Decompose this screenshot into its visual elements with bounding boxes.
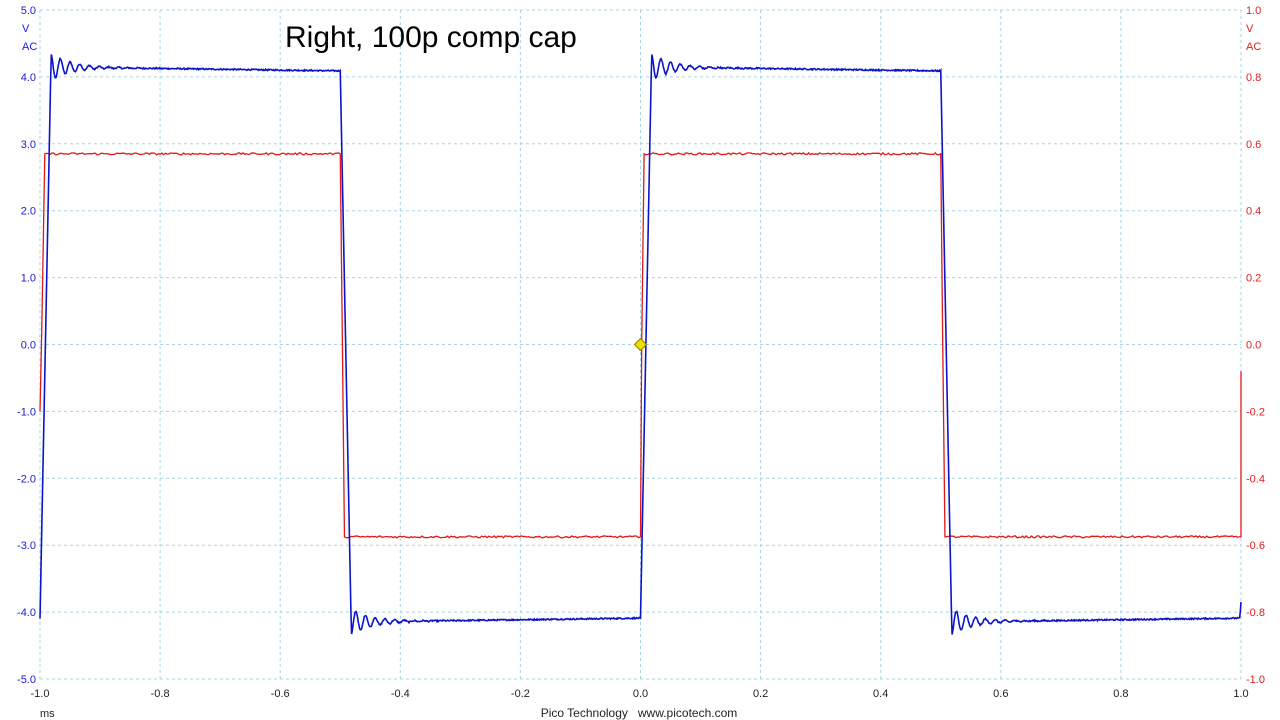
left-tick-label: 2.0: [21, 206, 36, 218]
x-tick-label: 0.6: [993, 688, 1008, 700]
x-tick-label: -0.8: [151, 688, 170, 700]
right-axis: 1.0 0.8 0.6 0.4 0.2 0.0 -0.2 -0.4 -0.6 -0.8 -1.0 VA…: [1246, 5, 1265, 686]
trigger-marker[interactable]: [633, 337, 648, 352]
left-tick-label: 3.0: [21, 139, 36, 151]
x-tick-label: -1.0: [31, 688, 50, 700]
right-tick-label: 0.8: [1246, 72, 1261, 84]
x-tick-label: 0.4: [873, 688, 888, 700]
left-coupling-label: AC: [22, 41, 37, 53]
footer-credit: Pico Technology www.picotech.com: [541, 706, 738, 720]
x-axis-unit-label: ms: [40, 708, 55, 720]
left-tick-label: -5.0: [17, 674, 36, 686]
x-tick-label: 1.0: [1233, 688, 1248, 700]
x-tick-label: -0.6: [271, 688, 290, 700]
left-tick-label: -2.0: [17, 473, 36, 485]
chart-title: Right, 100p comp cap: [285, 21, 577, 54]
traces: [39, 54, 1242, 635]
left-unit-label: V: [22, 23, 30, 35]
right-tick-label: 0.0: [1246, 340, 1261, 352]
right-tick-label: 1.0: [1246, 5, 1261, 17]
right-coupling-label: AC: [1246, 41, 1261, 53]
left-tick-label: 5.0: [21, 5, 36, 17]
blue-channel-trace: [39, 54, 1242, 635]
left-tick-label: -1.0: [17, 406, 36, 418]
right-tick-label: -0.8: [1246, 607, 1265, 619]
left-axis: 5.0 4.0 3.0 2.0 1.0 0.0 -1.0 -2.0 -3.0 -4.0 -5.0 VA…: [17, 5, 37, 686]
left-tick-label: 1.0: [21, 273, 36, 285]
right-unit-label: V: [1246, 23, 1254, 35]
red-channel-trace: [39, 151, 1242, 539]
x-tick-label: 0.0: [633, 688, 648, 700]
right-tick-label: -0.4: [1246, 473, 1265, 485]
right-tick-label: 0.6: [1246, 139, 1261, 151]
x-tick-label: -0.4: [391, 688, 410, 700]
right-tick-label: 0.2: [1246, 273, 1261, 285]
left-tick-label: 0.0: [21, 340, 36, 352]
right-tick-label: -0.2: [1246, 406, 1265, 418]
right-tick-label: 0.4: [1246, 206, 1261, 218]
x-tick-label: -0.2: [511, 688, 530, 700]
x-tick-label: 0.2: [753, 688, 768, 700]
left-tick-label: -4.0: [17, 607, 36, 619]
right-tick-label: -1.0: [1246, 674, 1265, 686]
x-axis: -1.0 -0.8 -0.6 -0.4 -0.2 0.0 0.2 0.4 0.6 0.8 1.0 ms: [31, 688, 1249, 720]
right-tick-label: -0.6: [1246, 540, 1265, 552]
left-tick-label: -3.0: [17, 540, 36, 552]
x-tick-label: 0.8: [1113, 688, 1128, 700]
trigger-marker-icon[interactable]: [633, 337, 648, 352]
left-tick-label: 4.0: [21, 72, 36, 84]
